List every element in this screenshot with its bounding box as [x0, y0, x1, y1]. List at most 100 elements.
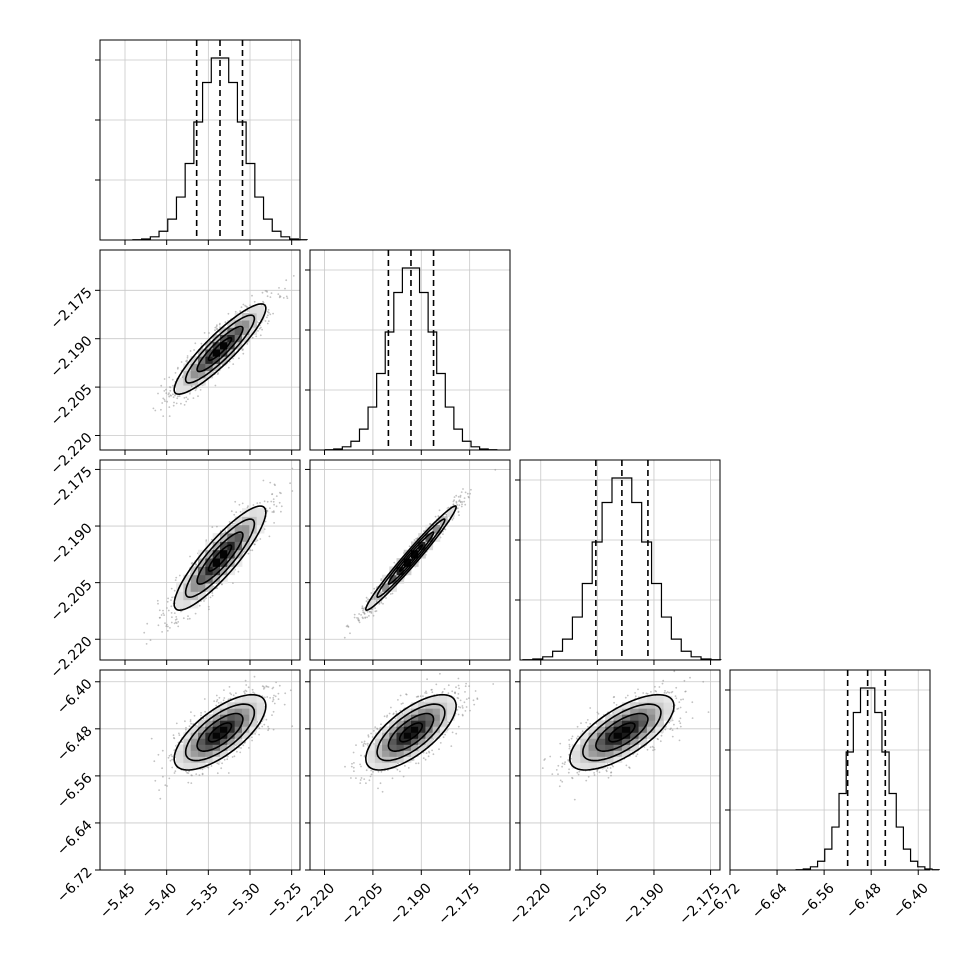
density-cell — [205, 726, 214, 733]
sample-point — [273, 483, 276, 486]
sample-point — [166, 400, 169, 403]
sample-point — [214, 384, 217, 387]
sample-point — [353, 616, 356, 619]
sample-point — [458, 500, 460, 503]
sample-point — [679, 706, 682, 709]
sample-point — [431, 691, 434, 694]
sample-point — [370, 592, 373, 594]
sample-point — [208, 608, 210, 611]
histogram-series — [795, 687, 940, 871]
density-cell — [234, 524, 243, 534]
sample-point — [253, 543, 256, 546]
sample-point — [190, 711, 192, 713]
density-cell — [212, 726, 221, 733]
sample-point — [216, 327, 218, 330]
sample-point — [465, 698, 468, 700]
sample-point — [375, 600, 378, 602]
sample-point — [280, 505, 283, 508]
sample-point — [242, 744, 245, 747]
density-cell — [190, 726, 199, 733]
sample-point — [361, 605, 364, 608]
density-cell — [190, 363, 199, 372]
density-cell — [227, 533, 236, 542]
sample-point — [451, 731, 454, 734]
sample-point — [187, 772, 190, 774]
density-cell — [234, 738, 243, 745]
density-cell — [367, 750, 376, 757]
sample-point — [408, 545, 411, 548]
sample-point — [559, 779, 562, 782]
density-cell — [396, 756, 405, 763]
sample-point — [399, 694, 402, 697]
sample-point — [262, 479, 265, 482]
sample-point — [157, 392, 159, 395]
sample-point — [452, 517, 455, 519]
sample-point — [266, 314, 269, 317]
sample-point — [395, 712, 398, 715]
sample-point — [435, 683, 438, 686]
density-cell — [374, 732, 383, 739]
sample-point — [195, 773, 198, 775]
sample-point — [271, 493, 273, 496]
sample-point — [568, 743, 571, 746]
sample-point — [367, 598, 369, 601]
scatter-panel-3-1 — [305, 669, 511, 875]
sample-point — [242, 303, 245, 306]
sample-point — [228, 686, 231, 688]
sample-point — [249, 549, 252, 552]
sample-point — [458, 504, 461, 506]
sample-point — [230, 510, 233, 513]
sample-point — [159, 797, 162, 800]
y-tick-label: −2.220 — [48, 634, 96, 682]
density-cell — [403, 726, 412, 733]
sample-point — [450, 745, 453, 747]
sample-point — [425, 690, 427, 693]
sample-point — [212, 585, 215, 588]
y-tick-label: −6.72 — [54, 864, 96, 906]
sample-point — [217, 372, 220, 374]
sample-point — [216, 762, 219, 765]
sample-point — [163, 398, 166, 401]
sample-point — [267, 686, 270, 688]
sample-point — [457, 684, 460, 687]
contour-level — [364, 693, 457, 771]
density-cell — [242, 334, 250, 343]
sample-point — [278, 287, 280, 289]
density-cell — [432, 696, 441, 703]
sample-point — [645, 692, 648, 695]
density-cell — [183, 750, 192, 757]
sample-point — [200, 712, 203, 714]
sample-point — [263, 500, 266, 503]
sample-point — [215, 700, 218, 703]
sample-point — [432, 753, 435, 756]
sample-point — [266, 509, 269, 512]
histogram-series — [132, 57, 308, 241]
density-cell — [425, 533, 434, 542]
sample-point — [269, 296, 272, 298]
sample-point — [568, 739, 570, 741]
density-cell — [227, 341, 236, 350]
sample-point — [232, 694, 235, 697]
sample-point — [167, 756, 170, 759]
sample-point — [464, 503, 467, 506]
density-cell — [205, 558, 214, 567]
density-cell — [432, 708, 441, 715]
sample-point — [223, 689, 225, 691]
density-cell — [630, 738, 639, 745]
sample-point — [429, 522, 431, 525]
sample-point — [236, 750, 238, 753]
density-cell — [663, 702, 673, 709]
sample-point — [368, 615, 370, 617]
sample-point — [289, 689, 292, 692]
density-cell — [190, 732, 199, 739]
sample-point — [458, 514, 460, 516]
sample-point — [430, 689, 433, 691]
sample-point — [360, 614, 362, 616]
contour-level — [398, 722, 423, 743]
sample-point — [185, 728, 187, 731]
scatter-panel-3-2 — [515, 669, 721, 875]
sample-point — [232, 522, 234, 525]
sample-point — [380, 723, 382, 726]
sample-point — [171, 758, 174, 761]
hist-panel-2 — [515, 459, 722, 665]
